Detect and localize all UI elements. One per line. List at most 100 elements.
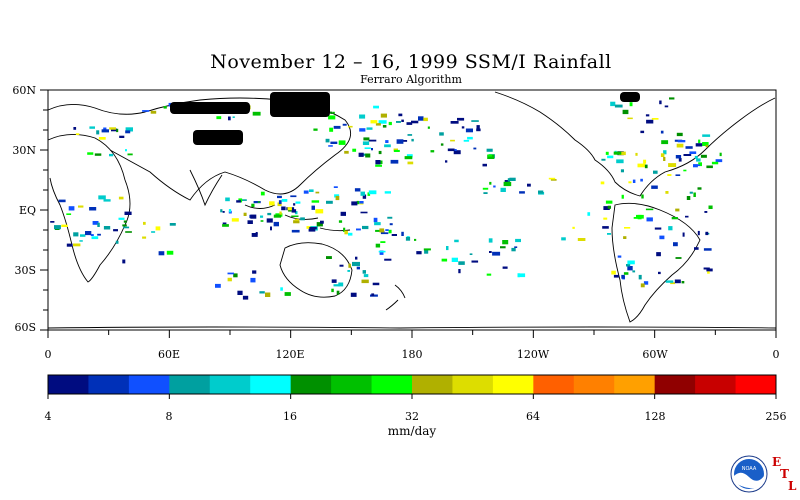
rainfall-patch	[309, 227, 317, 230]
rainfall-patch	[473, 147, 477, 150]
rainfall-patch	[385, 229, 389, 231]
rainfall-patch	[450, 139, 455, 142]
rainfall-patch	[281, 199, 288, 202]
rainfall-patch	[695, 143, 703, 147]
rainfall-patch	[674, 279, 681, 284]
rainfall-patch	[125, 231, 132, 233]
rainfall-patch	[640, 283, 645, 288]
rainfall-patch	[169, 223, 176, 226]
rainfall-patch	[640, 130, 645, 134]
rainfall-patch	[492, 251, 501, 256]
rainfall-patch	[375, 229, 381, 232]
rainfall-patch	[502, 240, 509, 245]
rainfall-patch	[96, 130, 100, 135]
noaa-logo-text: NOAA	[742, 466, 757, 472]
colorbar-swatch	[654, 375, 696, 394]
rainfall-patch	[243, 212, 247, 216]
colorbar-swatch	[290, 375, 332, 394]
rainfall-patch	[660, 130, 664, 134]
rainfall-patch	[607, 233, 611, 235]
rainfall-patch	[278, 200, 282, 205]
rainfall-patch	[142, 236, 147, 239]
rainfall-patch	[338, 220, 343, 223]
rainfall-patch	[502, 266, 508, 269]
rainfall-patch	[277, 195, 282, 199]
rainfall-patch	[115, 240, 119, 244]
colorbar-swatch	[735, 375, 777, 394]
rainfall-patch	[385, 140, 389, 143]
rainfall-patch	[92, 221, 99, 225]
rainfall-patch	[500, 246, 506, 249]
rainfall-patch	[693, 192, 696, 197]
rainfall-patch	[237, 290, 243, 295]
rainfall-patch	[440, 143, 444, 146]
rainfall-patch	[424, 250, 429, 254]
rainfall-patch	[333, 284, 340, 287]
rainfall-patch	[61, 224, 68, 227]
rainfall-patch	[111, 128, 117, 132]
rainfall-patch	[384, 144, 391, 148]
rainfall-patch	[675, 174, 681, 176]
rainfall-patch	[125, 127, 133, 132]
rainfall-patch	[667, 174, 672, 176]
rainfall-patch	[685, 215, 689, 218]
rainfall-patch	[450, 121, 459, 124]
rainfall-patch	[66, 213, 72, 215]
rainfall-patch	[637, 163, 646, 168]
rainfall-patch	[430, 150, 435, 153]
rainfall-patch	[338, 282, 344, 287]
rainfall-patch	[311, 205, 315, 210]
lon-label-180: 180	[401, 348, 423, 361]
rainfall-patch	[287, 207, 292, 211]
rainfall-patch	[698, 139, 701, 144]
colorbar-tick-256: 256	[765, 410, 787, 423]
axis-ticks	[40, 89, 777, 338]
rainfall-patch	[668, 163, 677, 167]
rainfall-patch	[73, 243, 81, 247]
rainfall-patch	[577, 238, 586, 241]
rainfall-patch	[677, 140, 686, 143]
rainfall-patch	[309, 189, 314, 192]
colorbar-tick-4: 4	[44, 410, 52, 423]
rainfall-patch	[342, 123, 347, 126]
rainfall-patch	[335, 195, 340, 201]
rainfall-patch	[624, 227, 631, 229]
rainfall-patch	[454, 239, 459, 243]
lat-label-60s: 60S	[14, 321, 36, 334]
rainfall-patch	[308, 228, 316, 232]
rainfall-patch	[260, 220, 264, 222]
rainfall-patch	[446, 246, 449, 251]
rainfall-patch	[79, 240, 83, 242]
rainfall-patch	[150, 110, 157, 114]
rainfall-patch	[705, 144, 708, 148]
rainfall-patch	[486, 273, 492, 276]
rainfall-patch	[620, 169, 624, 173]
rainfall-patch	[618, 151, 626, 156]
rainfall-patch	[482, 163, 487, 167]
rainfall-patch	[360, 191, 365, 196]
colorbar-tick-128: 128	[644, 410, 666, 423]
noaa-logo: NOAA	[730, 455, 768, 493]
rainfall-patch	[354, 188, 361, 192]
rainfall-patch	[645, 208, 654, 211]
rainfall-patch	[265, 292, 271, 297]
rainfall-patch	[306, 226, 312, 229]
colorbar-swatch	[614, 375, 656, 394]
rainfall-patch	[365, 153, 371, 158]
rainfall-patch	[453, 150, 461, 155]
rainfall-patch	[621, 274, 625, 279]
rainfall-patch	[356, 228, 361, 231]
rainfall-patch	[371, 293, 375, 297]
rainfall-patch	[715, 159, 723, 163]
rainfall-patch	[252, 111, 261, 116]
rainfall-patch	[607, 155, 614, 159]
etl-letter-e: E	[772, 455, 782, 469]
rainfall-patch	[348, 125, 353, 128]
rainfall-patch	[316, 222, 323, 227]
rainfall-patch	[675, 208, 680, 212]
rainfall-patch	[663, 157, 666, 161]
rainfall-patch	[340, 211, 346, 216]
rainfall-patch	[368, 139, 377, 142]
rainfall-patch	[98, 195, 106, 200]
rainfall-patch	[228, 116, 231, 121]
